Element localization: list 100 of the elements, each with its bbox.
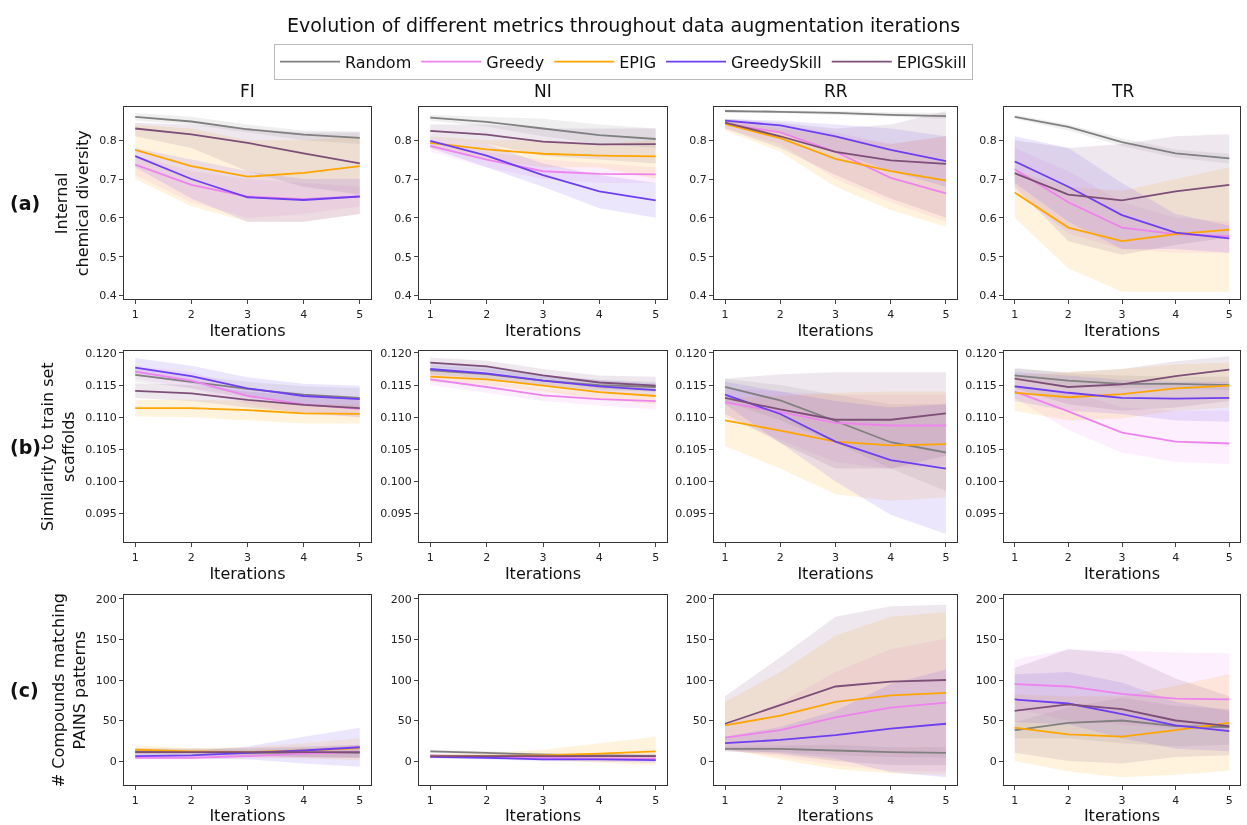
y-tick-label: 0.8 (99, 134, 117, 147)
text: (b) (10, 436, 41, 458)
y-tick-label: 0.5 (979, 250, 997, 264)
x-tick-label: 1 (1011, 550, 1019, 564)
y-tick-label: 0.5 (689, 250, 707, 264)
x-tick-label: 4 (887, 550, 895, 564)
x-axis-title: Iterations (209, 320, 286, 340)
y-tick-label: 0.7 (99, 172, 117, 186)
x-tick-label: 3 (832, 793, 839, 807)
y-tick-label: 0.7 (979, 172, 997, 186)
y-tick-label: 0.115 (965, 378, 997, 392)
legend-label: EPIGSkill (896, 52, 967, 72)
x-axis-title: Iterations (504, 563, 582, 583)
x-tick-label: 1 (1011, 793, 1019, 807)
y-tick-label: 50 (982, 714, 997, 728)
chart-title: NI (534, 81, 552, 101)
x-tick-label: 2 (1064, 307, 1072, 321)
x-axis-title: Iterations (797, 563, 874, 583)
x-tick-label: 3 (832, 550, 839, 564)
y-tick-label: 0.095 (380, 507, 412, 521)
x-tick-label: 2 (776, 793, 784, 807)
y-tick-label: 0.5 (99, 250, 117, 264)
x-tick-label: 1 (131, 307, 139, 321)
x-tick-label: 3 (244, 307, 251, 321)
x-tick-label: 4 (595, 793, 603, 807)
y-tick-label: 0.6 (394, 211, 412, 225)
x-tick-label: 2 (776, 307, 784, 321)
x-axis-title: Iterations (209, 806, 286, 825)
y-tick-label: 100 (685, 673, 707, 687)
y-tick-label: 0.6 (979, 211, 997, 225)
y-tick-label: 0.100 (380, 475, 412, 489)
chart-title: FI (240, 81, 255, 101)
legend-label: Random (345, 52, 412, 72)
x-tick-label: 4 (887, 793, 895, 807)
y-tick-label: 0.6 (99, 211, 117, 225)
y-tick-label: 0.120 (965, 346, 997, 360)
text: Evolution of different metrics throughout data augmentation iterations (287, 14, 961, 36)
y-tick-label: 100 (390, 673, 412, 687)
y-tick-label: 0.115 (380, 378, 412, 392)
x-tick-label: 5 (1225, 793, 1233, 807)
y-tick-label: 0.4 (394, 289, 412, 303)
x-axis-title: Iterations (209, 563, 286, 583)
y-tick-label: 150 (390, 633, 412, 647)
x-tick-label: 2 (1064, 793, 1072, 807)
y-tick-label: 150 (975, 633, 997, 647)
y-tick-label: 0.4 (99, 289, 117, 303)
y-tick-label: 0.115 (85, 378, 117, 392)
legend-label: Greedy (486, 52, 545, 72)
y-tick-label: 200 (975, 592, 997, 606)
x-tick-label: 2 (483, 307, 491, 321)
x-tick-label: 3 (539, 793, 547, 807)
x-tick-label: 1 (721, 793, 729, 807)
chart-title: TR (1111, 81, 1135, 101)
x-tick-label: 4 (1172, 793, 1180, 807)
x-tick-label: 1 (426, 307, 434, 321)
x-axis-title: Iterations (1083, 806, 1161, 825)
x-tick-label: 1 (131, 550, 139, 564)
y-tick-label: 0.095 (965, 507, 997, 521)
y-tick-label: 50 (102, 714, 117, 728)
x-tick-label: 2 (187, 550, 195, 564)
y-tick-label: 0.120 (380, 346, 412, 360)
y-axis-title: # Compounds matching PAINS patterns (48, 593, 89, 788)
x-tick-label: 4 (300, 793, 308, 807)
x-tick-label: 3 (1118, 307, 1126, 321)
chart-title: RR (824, 81, 848, 101)
y-tick-label: 0.100 (675, 475, 707, 489)
y-tick-label: 0.115 (675, 378, 707, 392)
x-tick-label: 1 (131, 793, 139, 807)
x-tick-label: 1 (426, 550, 434, 564)
x-tick-label: 3 (244, 793, 251, 807)
y-tick-label: 0.7 (689, 172, 707, 186)
y-tick-label: 0.4 (689, 289, 707, 303)
y-tick-label: 0.120 (85, 346, 117, 360)
x-tick-label: 2 (187, 307, 195, 321)
x-axis-title: Iterations (1083, 563, 1161, 583)
y-tick-label: 0.5 (394, 250, 412, 264)
x-tick-label: 2 (776, 550, 784, 564)
y-tick-label: 150 (685, 633, 707, 647)
y-tick-label: 0.105 (380, 443, 412, 457)
x-tick-label: 1 (426, 793, 434, 807)
y-tick-label: 100 (975, 673, 997, 687)
y-tick-label: 0 (109, 754, 117, 768)
x-axis-title: Iterations (797, 806, 874, 825)
x-tick-label: 3 (244, 550, 251, 564)
y-tick-label: 0.105 (85, 443, 117, 457)
y-tick-label: 200 (685, 592, 707, 606)
x-tick-label: 2 (483, 793, 491, 807)
y-tick-label: 0.105 (965, 443, 997, 457)
x-tick-label: 5 (356, 307, 364, 321)
y-tick-label: 0.110 (675, 411, 707, 425)
x-tick-label: 4 (595, 307, 603, 321)
x-axis-title: Iterations (504, 806, 582, 825)
y-tick-label: 50 (692, 714, 707, 728)
x-axis-title: Iterations (797, 320, 874, 340)
x-tick-label: 4 (1172, 550, 1180, 564)
y-tick-label: 0.8 (979, 134, 997, 147)
x-tick-label: 5 (1225, 307, 1233, 321)
y-tick-label: 200 (390, 592, 412, 606)
x-tick-label: 5 (1225, 550, 1233, 564)
x-tick-label: 1 (721, 307, 729, 321)
